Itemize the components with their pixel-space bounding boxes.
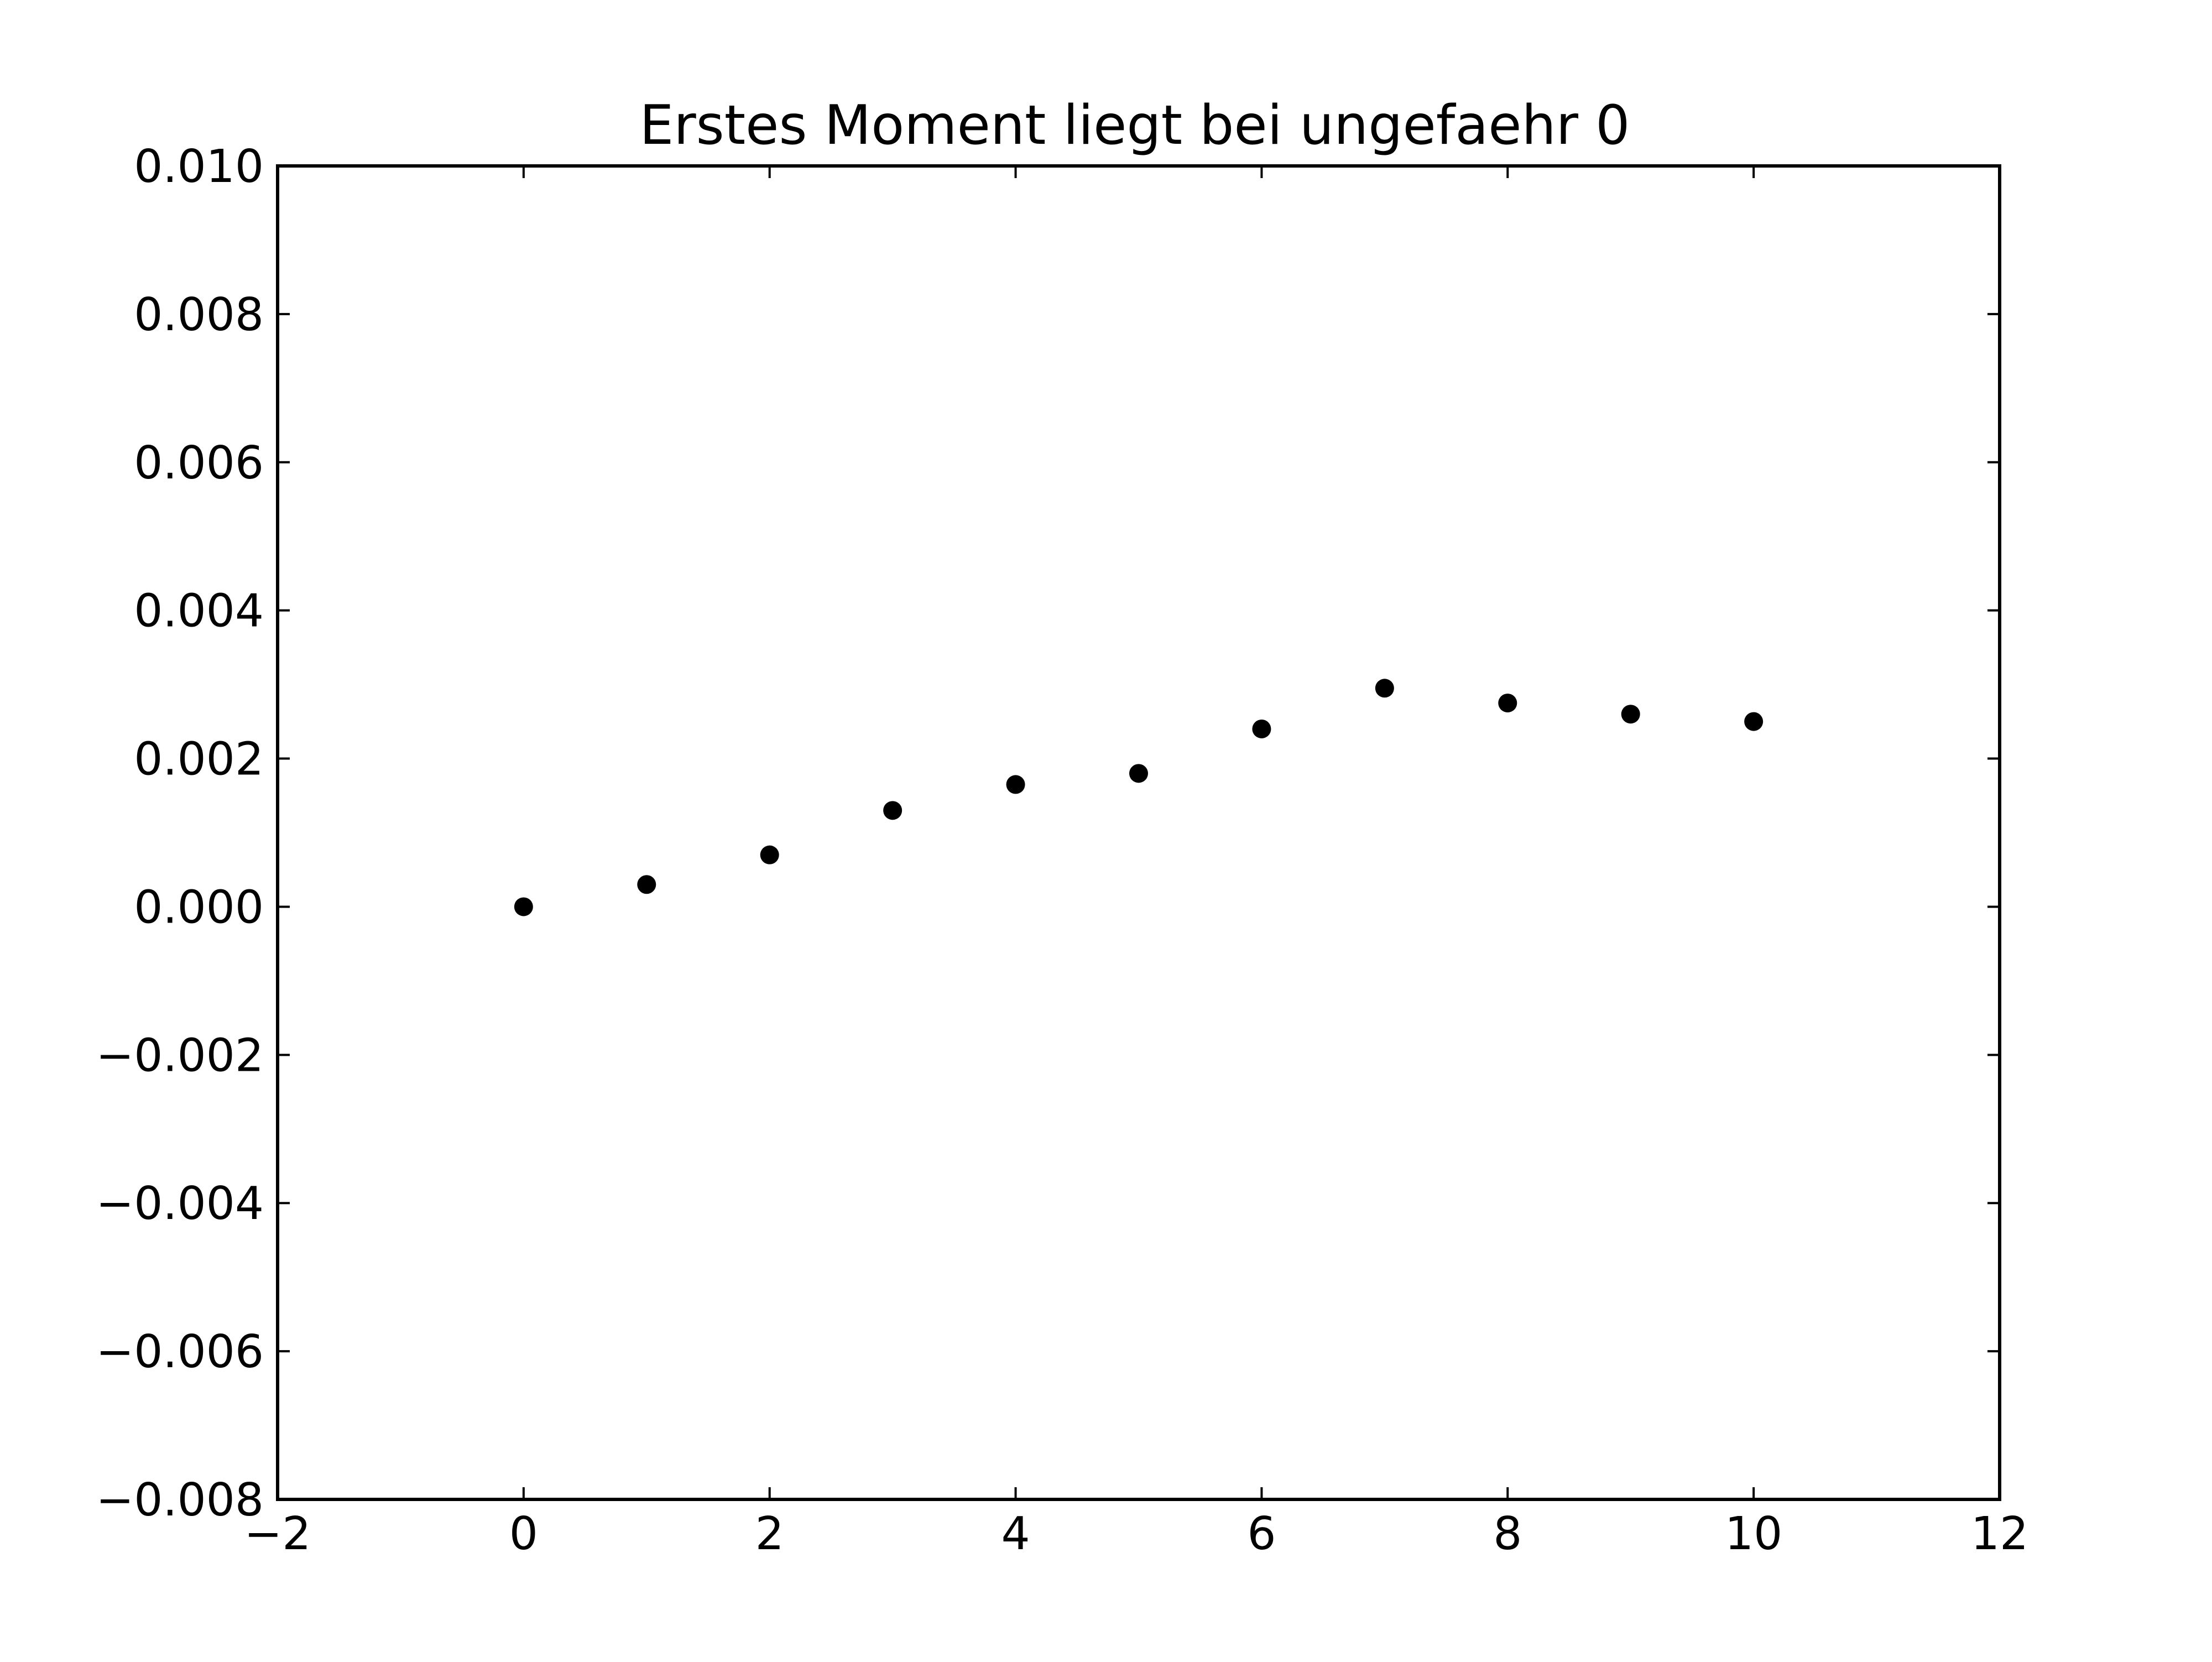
data-points xyxy=(514,679,1764,916)
y-tick-label: −0.006 xyxy=(96,1326,264,1378)
data-point xyxy=(514,897,533,916)
data-point xyxy=(1006,775,1025,794)
y-tick-label: 0.004 xyxy=(134,585,264,638)
y-tick-label: 0.000 xyxy=(134,881,264,934)
plot-frame xyxy=(276,164,2001,1501)
data-point xyxy=(1129,764,1148,783)
data-point xyxy=(1375,679,1394,698)
y-tick-label: −0.002 xyxy=(96,1029,264,1082)
x-tick-label: 2 xyxy=(755,1508,784,1560)
data-point xyxy=(1621,705,1640,724)
x-tick-label: 12 xyxy=(1971,1508,2028,1560)
y-tick-label: 0.006 xyxy=(134,437,264,489)
x-tick-label: 8 xyxy=(1493,1508,1522,1560)
data-point xyxy=(1744,712,1764,731)
x-tick-label: 10 xyxy=(1725,1508,1782,1560)
y-tick-label: 0.010 xyxy=(134,140,264,193)
x-tick-label: 4 xyxy=(1001,1508,1030,1560)
chart-title: Erstes Moment liegt bei ungefaehr 0 xyxy=(639,94,1630,157)
x-tick-label: −2 xyxy=(244,1508,311,1560)
y-tick-label: −0.008 xyxy=(96,1474,264,1526)
data-point xyxy=(883,801,902,820)
data-point xyxy=(1252,719,1271,738)
ticks-layer: −2 0 2 4 6 8 10 12 −0.008 −0.006 −0.004 −0.002 0.000… xyxy=(96,140,2029,1560)
y-tick-label: −0.004 xyxy=(96,1178,264,1230)
x-tick-label: 6 xyxy=(1247,1508,1276,1560)
data-point xyxy=(1498,694,1517,713)
data-point xyxy=(637,875,656,894)
y-tick-label: 0.008 xyxy=(134,289,264,341)
y-tick-label: 0.002 xyxy=(134,733,264,786)
x-tick-label: 0 xyxy=(509,1508,538,1560)
data-point xyxy=(760,845,779,864)
